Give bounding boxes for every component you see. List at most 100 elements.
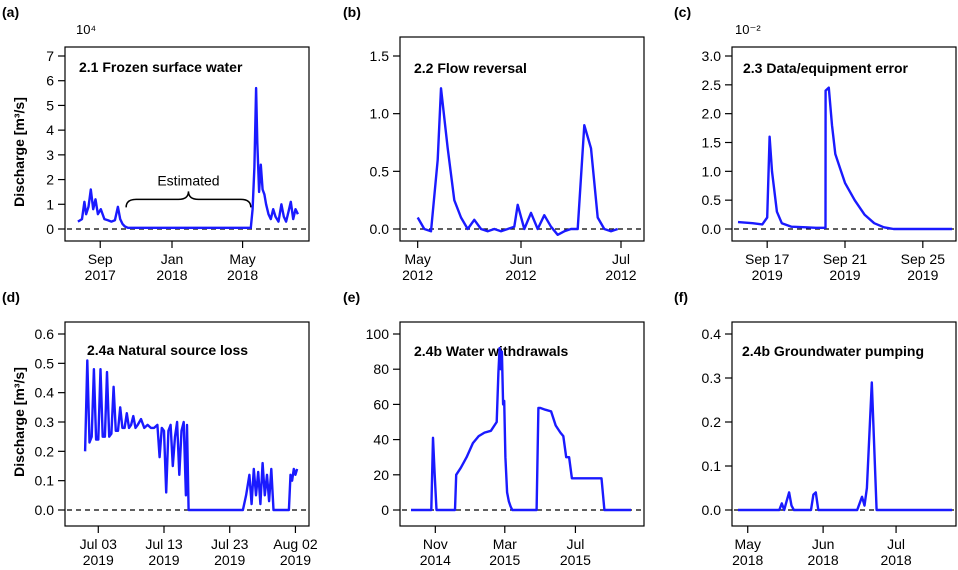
- y-tick-label: 100: [366, 326, 390, 342]
- x-tick-label: 2019: [907, 267, 938, 283]
- x-tick-label: Aug 02: [273, 536, 318, 552]
- y-tick-label: 0.4: [35, 385, 55, 401]
- x-tick-label: Jun: [812, 536, 835, 552]
- y-tick-label: 3: [46, 147, 54, 163]
- panel-d: (d) Discharge [m³/s] 2.4a Natural source…: [2, 289, 318, 568]
- x-tick-label: 2012: [402, 267, 433, 283]
- y-tick-label: 1.5: [702, 135, 722, 151]
- series-line: [411, 346, 631, 512]
- y-multiplier: 10⁻²: [735, 22, 761, 37]
- estimated-label: Estimated: [157, 172, 219, 188]
- x-tick-label: Sep 17: [745, 251, 790, 267]
- series-line: [77, 86, 299, 229]
- plot-frame: [731, 46, 957, 242]
- y-tick-label: 0.0: [35, 502, 55, 518]
- y-axis: 0.0 0.1 0.2 0.3 0.4: [702, 326, 732, 518]
- x-tick-label: 2012: [505, 267, 536, 283]
- series-line: [738, 381, 952, 512]
- series-line: [83, 359, 299, 512]
- x-tick-label: 2017: [85, 267, 116, 283]
- panel-title: 2.4a Natural source loss: [87, 342, 248, 358]
- panel-f: (f) 2.4b Groundwater pumping 0.00.10.20.…: [674, 289, 957, 568]
- y-axis: 0.0 0.5 1.0 1.5: [370, 48, 400, 237]
- x-tick-label: 2018: [227, 267, 258, 283]
- panel-title: 2.4b Water withdrawals: [414, 343, 569, 359]
- x-tick-label: May: [404, 251, 430, 267]
- y-axis-label: Discharge [m³/s]: [11, 97, 27, 207]
- x-tick-label: Sep: [88, 251, 113, 267]
- x-tick-label: Jul 23: [211, 536, 249, 552]
- x-tick-label: Jun: [510, 251, 533, 267]
- y-tick-label: 0: [381, 502, 389, 518]
- panel-label: (b): [343, 4, 361, 20]
- x-tick-label: Jan: [161, 251, 184, 267]
- y-tick-label: 0.3: [702, 370, 722, 386]
- panel-e: (e) 2.4b Water withdrawals 020406080100 …: [343, 289, 645, 568]
- y-tick-label: 0.0: [702, 221, 722, 237]
- panel-title: 2.2 Flow reversal: [414, 60, 527, 76]
- plot-frame: [64, 321, 310, 527]
- panel-label: (d): [2, 289, 20, 305]
- x-tick-label: 2019: [214, 552, 245, 568]
- series-line: [737, 86, 952, 231]
- panel-c: (c) 10⁻² 2.3 Data/equipment error 0.0 0.5…: [674, 4, 957, 283]
- y-tick-label: 2.5: [702, 77, 722, 93]
- y-tick-label: 20: [373, 467, 389, 483]
- x-tick-label: 2018: [808, 552, 839, 568]
- x-tick-label: 2019: [752, 267, 783, 283]
- y-tick-label: 80: [373, 361, 389, 377]
- x-tick-label: 2019: [83, 552, 114, 568]
- x-tick-label: Jul: [887, 536, 905, 552]
- plot-frame: [731, 321, 957, 527]
- plot-frame: [64, 46, 310, 242]
- y-tick-label: 60: [373, 396, 389, 412]
- x-tick-label: Mar: [493, 536, 517, 552]
- x-tick-label: 2019: [829, 267, 860, 283]
- y-tick-label: 0.5: [35, 355, 55, 371]
- series-line: [416, 87, 619, 236]
- x-tick-label: 2018: [880, 552, 911, 568]
- y-tick-label: 5: [46, 97, 54, 113]
- panel-title: 2.1 Frozen surface water: [79, 59, 243, 75]
- x-tick-label: Nov: [423, 536, 448, 552]
- x-tick-label: 2015: [489, 552, 520, 568]
- y-tick-label: 0: [46, 221, 54, 237]
- y-tick-label: 1.0: [702, 163, 722, 179]
- y-axis: 0 20 40 60 80 100: [366, 326, 400, 518]
- y-axis-label: Discharge [m³/s]: [11, 367, 27, 477]
- x-tick-label: 2018: [156, 267, 187, 283]
- y-tick-label: 2: [46, 172, 54, 188]
- x-tick-label: 2019: [280, 552, 311, 568]
- y-tick-label: 0.0: [370, 221, 390, 237]
- panel-title: 2.4b Groundwater pumping: [742, 343, 924, 359]
- y-tick-label: 1: [46, 196, 54, 212]
- y-tick-label: 3.0: [702, 48, 722, 64]
- y-tick-label: 0.1: [702, 458, 722, 474]
- panel-label: (e): [343, 289, 360, 305]
- x-tick-label: 2018: [732, 552, 763, 568]
- x-tick-label: May: [229, 251, 255, 267]
- y-tick-label: 6: [46, 73, 54, 89]
- plot-frame: [399, 321, 645, 527]
- x-tick-label: Jul: [612, 251, 630, 267]
- x-tick-label: Jul 13: [145, 536, 183, 552]
- x-tick-label: Jul 03: [80, 536, 118, 552]
- panel-a: (a) 10⁴ Discharge [m³/s] 2.1 Frozen surf…: [2, 4, 310, 283]
- panel-label: (a): [2, 4, 19, 20]
- panel-b: (b) 2.2 Flow reversal 0.00.51.01.5 May20…: [343, 4, 645, 283]
- x-tick-label: 2014: [420, 552, 451, 568]
- y-tick-label: 0.2: [35, 443, 55, 459]
- y-tick-label: 0.1: [35, 473, 55, 489]
- y-axis: 0.0 0.1 0.2 0.3 0.4 0.5 0.6: [35, 326, 65, 518]
- y-tick-label: 7: [46, 48, 54, 64]
- x-tick-label: Sep 21: [823, 251, 868, 267]
- y-tick-label: 1.5: [370, 48, 390, 64]
- panel-title: 2.3 Data/equipment error: [743, 60, 908, 76]
